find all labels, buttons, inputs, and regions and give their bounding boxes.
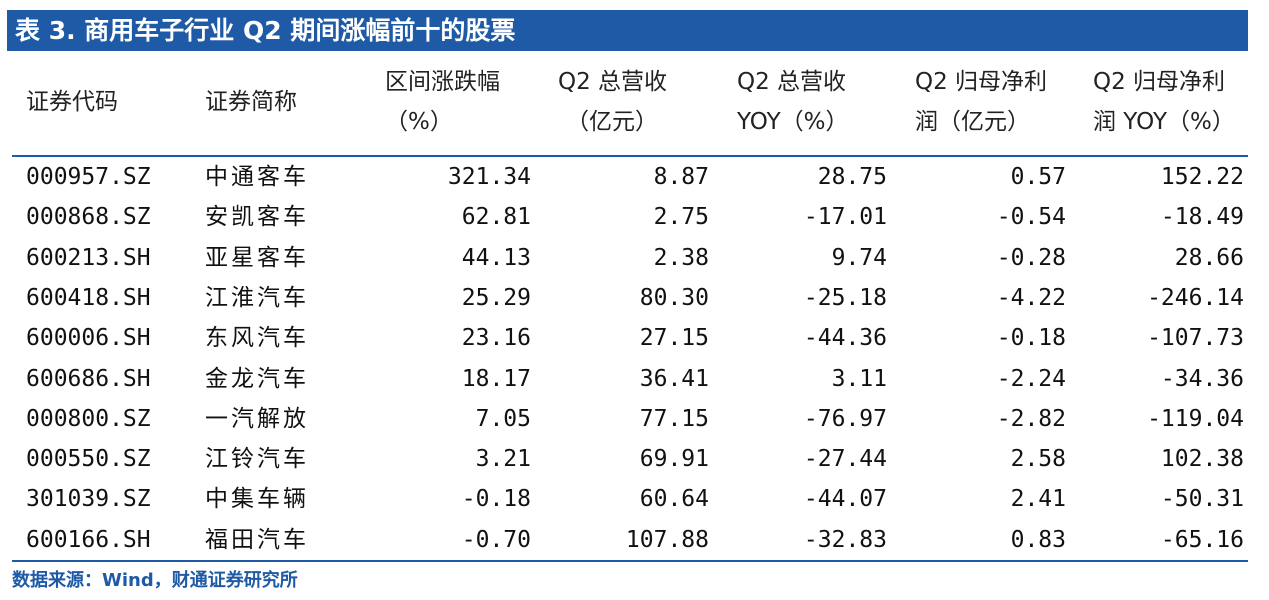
cell-profit: -4.22 — [996, 284, 1066, 311]
cell-revenue: 77.15 — [639, 405, 709, 432]
header-profit-yoy-line2: 润 YOY（%） — [1093, 109, 1235, 135]
cell-code: 600686.SH — [26, 365, 151, 392]
cell-revenue: 27.15 — [639, 325, 709, 352]
cell-change: 321.34 — [447, 164, 531, 190]
header-change-line1: 区间涨跌幅 — [385, 69, 500, 95]
header-change: 区间涨跌幅 （%） — [385, 62, 500, 142]
cell-profit: -2.82 — [996, 405, 1066, 432]
cell-profit: -2.24 — [996, 365, 1066, 392]
cell-name: 金龙汽车 — [205, 365, 309, 392]
cell-code: 301039.SZ — [26, 486, 151, 513]
header-name: 证券简称 — [205, 82, 297, 122]
cell-name: 中通客车 — [205, 164, 309, 190]
header-revenue-yoy: Q2 总营收 YOY（%） — [737, 62, 849, 142]
cell-name: 福田汽车 — [205, 526, 309, 553]
cell-revenue-yoy: 3.11 — [831, 365, 887, 392]
header-revenue-yoy-line1: Q2 总营收 — [737, 69, 847, 95]
cell-change: 3.21 — [475, 446, 531, 473]
cell-name: 亚星客车 — [205, 244, 309, 271]
cell-revenue: 2.38 — [653, 244, 709, 271]
cell-revenue: 80.30 — [639, 284, 709, 311]
cell-profit-yoy: -119.04 — [1147, 405, 1244, 432]
table-title: 表 3. 商用车子行业 Q2 期间涨幅前十的股票 — [7, 10, 1248, 51]
cell-profit-yoy: -107.73 — [1147, 325, 1244, 352]
cell-name: 安凯客车 — [205, 204, 309, 231]
cell-profit: -0.54 — [996, 204, 1066, 231]
cell-revenue: 2.75 — [653, 204, 709, 231]
source-note: 数据来源：Wind，财通证券研究所 — [12, 570, 298, 591]
cell-name: 中集车辆 — [205, 486, 309, 513]
header-profit-line1: Q2 归母净利 — [915, 69, 1048, 95]
cell-revenue-yoy: -44.36 — [803, 325, 887, 352]
cell-revenue-yoy: -44.07 — [803, 486, 887, 513]
header-profit-yoy-line1: Q2 归母净利 — [1093, 69, 1226, 95]
cell-revenue-yoy: 9.74 — [831, 244, 887, 271]
cell-revenue-yoy: -32.83 — [803, 526, 887, 553]
cell-change: -0.70 — [461, 526, 531, 553]
cell-revenue-yoy: -17.01 — [803, 204, 887, 231]
cell-code: 600213.SH — [26, 244, 151, 271]
cell-profit: 2.58 — [1010, 446, 1066, 473]
cell-profit-yoy: -65.16 — [1160, 526, 1244, 553]
cell-change: 25.29 — [461, 284, 531, 311]
cell-profit-yoy: -246.14 — [1147, 284, 1244, 311]
header-revenue: Q2 总营收 （亿元） — [558, 62, 667, 142]
cell-profit-yoy: -18.49 — [1160, 204, 1244, 231]
cell-name: 一汽解放 — [205, 405, 309, 432]
cell-change: 44.13 — [461, 244, 531, 271]
cell-code: 600166.SH — [26, 526, 151, 553]
cell-change: 7.05 — [475, 405, 531, 432]
cell-revenue: 69.91 — [639, 446, 709, 473]
cell-revenue: 60.64 — [639, 486, 709, 513]
cell-revenue-yoy: -25.18 — [803, 284, 887, 311]
cell-profit: 0.83 — [1010, 526, 1066, 553]
cell-name: 江淮汽车 — [205, 284, 309, 311]
cell-profit-yoy: -34.36 — [1160, 365, 1244, 392]
cell-profit: -0.18 — [996, 325, 1066, 352]
cell-change: 23.16 — [461, 325, 531, 352]
header-profit-yoy: Q2 归母净利 润 YOY（%） — [1093, 62, 1235, 142]
header-code-label: 证券代码 — [26, 89, 118, 115]
cell-profit: 2.41 — [1010, 486, 1066, 513]
cell-revenue-yoy: -76.97 — [803, 405, 887, 432]
header-profit: Q2 归母净利 润（亿元） — [915, 62, 1047, 142]
cell-profit-yoy: 102.38 — [1160, 446, 1244, 473]
header-code: 证券代码 — [26, 82, 118, 122]
header-name-label: 证券简称 — [205, 89, 297, 115]
cell-profit-yoy: -50.31 — [1160, 486, 1244, 513]
cell-revenue: 8.87 — [653, 164, 709, 190]
header-change-line2: （%） — [385, 109, 453, 135]
bottom-separator — [12, 560, 1248, 562]
cell-change: 62.81 — [461, 204, 531, 231]
cell-name: 江铃汽车 — [205, 446, 309, 473]
cell-code: 000550.SZ — [26, 446, 151, 473]
cell-profit: -0.28 — [996, 244, 1066, 271]
cell-revenue: 36.41 — [639, 365, 709, 392]
cell-name: 东风汽车 — [205, 325, 309, 352]
cell-change: -0.18 — [461, 486, 531, 513]
cell-profit-yoy: 28.66 — [1174, 244, 1244, 271]
cell-code: 000957.SZ — [26, 164, 151, 190]
cell-revenue-yoy: 28.75 — [817, 164, 887, 190]
cell-profit: 0.57 — [1010, 164, 1066, 190]
cell-code: 600418.SH — [26, 284, 151, 311]
cell-code: 600006.SH — [26, 325, 151, 352]
cell-change: 18.17 — [461, 365, 531, 392]
header-revenue-line2: （亿元） — [566, 109, 658, 135]
header-profit-line2: 润（亿元） — [915, 109, 1030, 135]
cell-revenue-yoy: -27.44 — [803, 446, 887, 473]
header-separator — [12, 155, 1248, 157]
cell-revenue: 107.88 — [625, 526, 709, 553]
cell-profit-yoy: 152.22 — [1160, 164, 1244, 190]
cell-code: 000800.SZ — [26, 405, 151, 432]
header-revenue-line1: Q2 总营收 — [558, 69, 668, 95]
header-revenue-yoy-line2: YOY（%） — [737, 109, 849, 135]
cell-code: 000868.SZ — [26, 204, 151, 231]
